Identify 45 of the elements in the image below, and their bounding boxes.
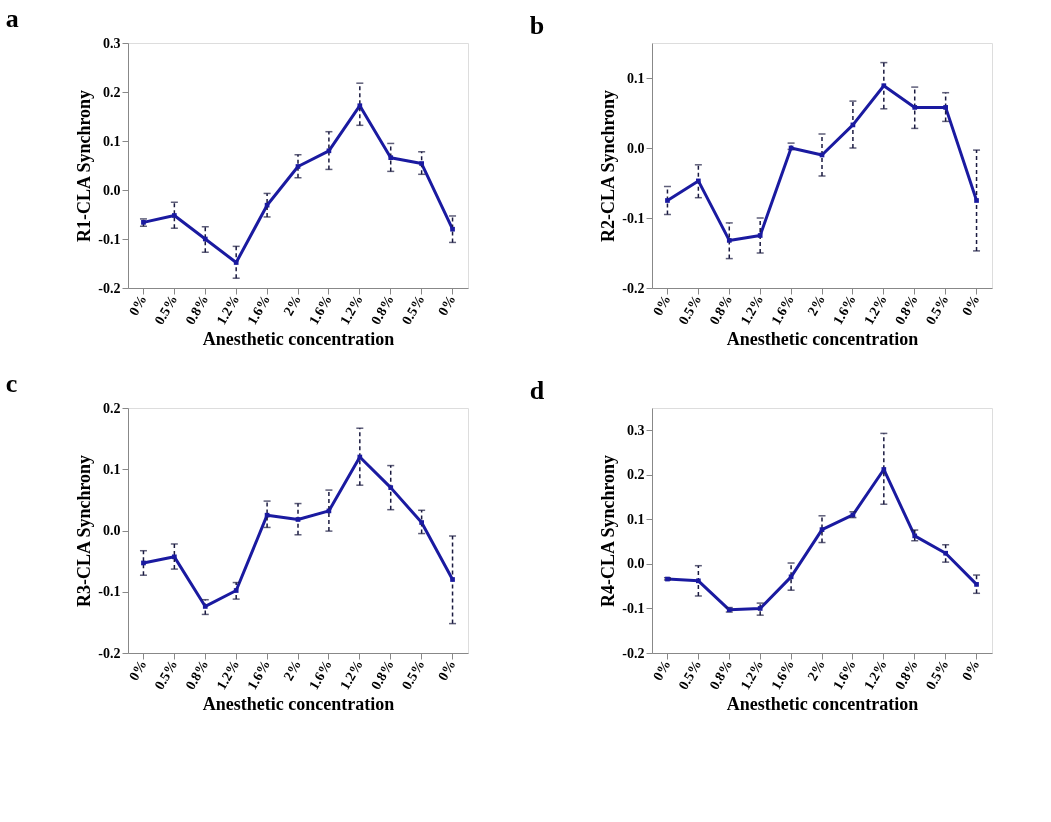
x-tick-label: 0% xyxy=(126,657,150,684)
y-tick-label: 0.0 xyxy=(627,140,645,156)
x-tick-label: 0% xyxy=(650,657,674,684)
y-tick-label: 0.1 xyxy=(627,70,645,86)
y-tick-label: 0.2 xyxy=(627,467,645,483)
y-tick-label: 0.0 xyxy=(103,182,121,198)
y-axis-title: R1-CLA Synchrony xyxy=(74,89,95,243)
chart-title: a xyxy=(5,4,19,33)
y-tick-label: 0.1 xyxy=(103,461,121,477)
y-tick-label: 0.2 xyxy=(103,400,121,416)
y-axis-title: R2-CLA Synchrony xyxy=(598,89,619,243)
y-tick-label: -0.1 xyxy=(98,584,121,600)
x-tick-label: 0% xyxy=(435,657,459,684)
x-tick-label: 0% xyxy=(959,292,983,319)
x-axis-title: Anesthetic concentration xyxy=(202,329,395,350)
x-tick-label: 2% xyxy=(804,657,829,684)
x-axis-title: Anesthetic concentration xyxy=(202,694,395,715)
x-tick-label: 0% xyxy=(126,292,150,319)
y-axis-title: R4-CLA Synchrony xyxy=(598,454,619,608)
y-tick-label: 0.0 xyxy=(627,556,645,572)
y-tick-label: -0.1 xyxy=(622,600,645,616)
x-axis-title: Anesthetic concentration xyxy=(726,329,919,350)
chart-title: c xyxy=(5,369,18,398)
y-tick-label: -0.2 xyxy=(622,280,645,296)
chart-title: d xyxy=(529,376,545,405)
y-tick-label: -0.1 xyxy=(98,231,121,247)
x-tick-label: 2% xyxy=(280,657,305,684)
y-tick-label: -0.1 xyxy=(622,210,645,226)
chart-title: b xyxy=(529,11,545,40)
y-tick-label: -0.2 xyxy=(98,645,121,661)
y-tick-label: 0.1 xyxy=(627,511,645,527)
x-tick-label: 2% xyxy=(804,292,829,319)
y-tick-label: -0.2 xyxy=(622,645,645,661)
y-tick-label: 0.3 xyxy=(627,422,645,438)
y-tick-label: 0.0 xyxy=(103,523,121,538)
y-tick-label: 0.2 xyxy=(103,84,121,100)
x-tick-label: 0% xyxy=(959,657,983,684)
y-tick-label: 0.3 xyxy=(103,35,121,51)
x-tick-label: 2% xyxy=(280,292,305,319)
x-axis-title: Anesthetic concentration xyxy=(726,694,919,715)
y-axis-title: R3-CLA Synchrony xyxy=(74,454,95,608)
x-tick-label: 0% xyxy=(435,292,459,319)
y-tick-label: 0.1 xyxy=(103,133,121,149)
x-tick-label: 0% xyxy=(650,292,674,319)
y-tick-label: -0.2 xyxy=(98,280,121,296)
